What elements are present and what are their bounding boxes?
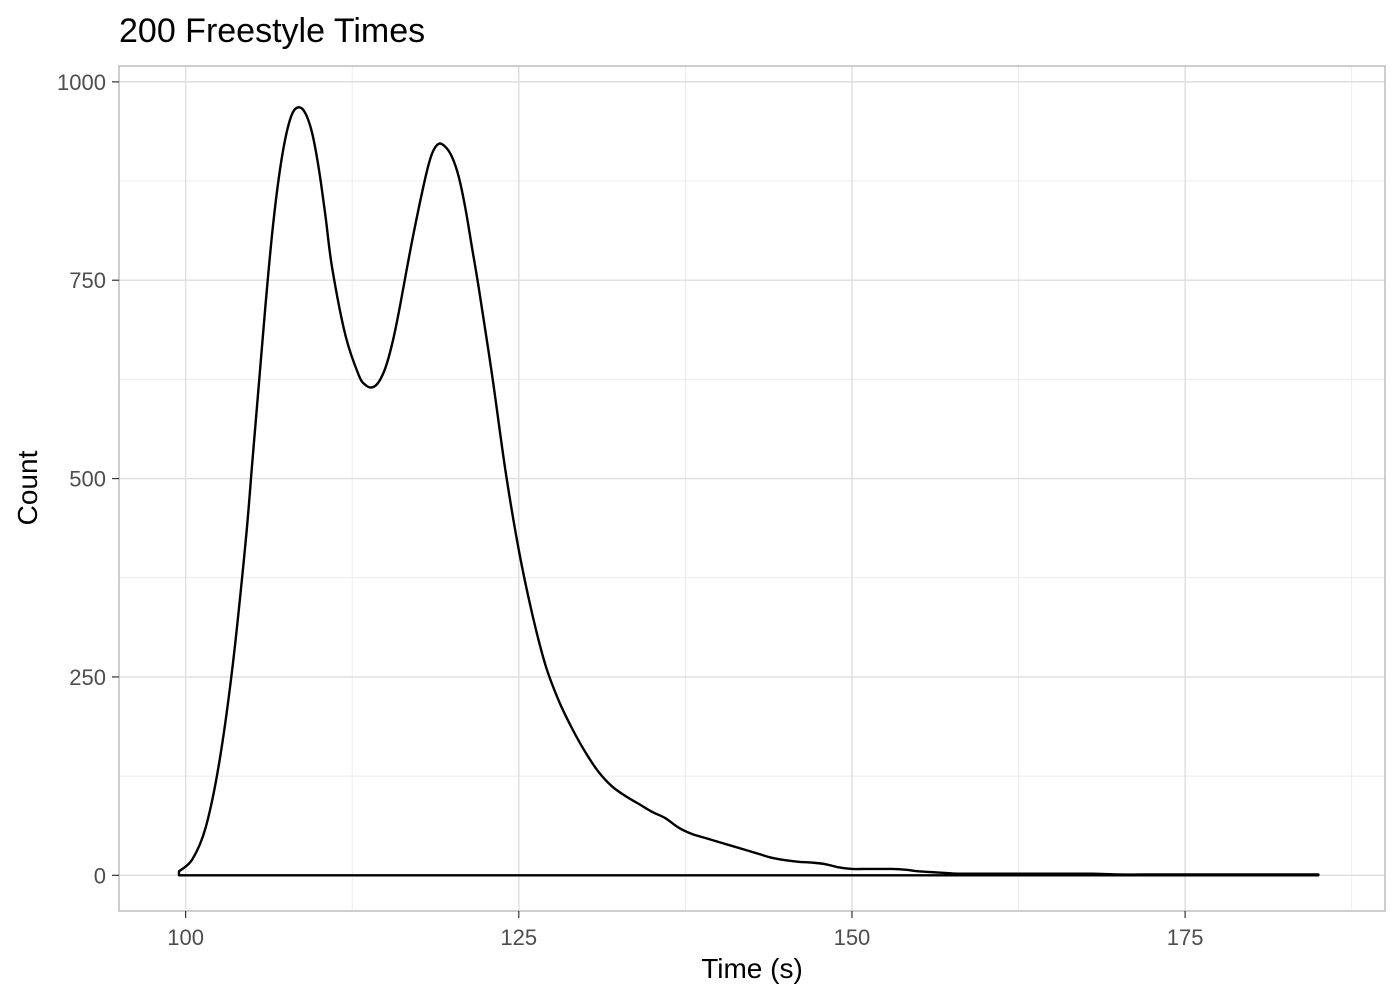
y-axis-title: Count <box>12 450 43 525</box>
density-curve <box>177 106 1320 877</box>
x-axis-ticks: 100 125 150 175 <box>167 911 1203 950</box>
y-tick-label: 250 <box>69 665 106 690</box>
x-tick-label: 175 <box>1167 925 1204 950</box>
x-tick-label: 150 <box>834 925 871 950</box>
y-axis-ticks: 0 250 500 750 1000 <box>57 70 119 888</box>
plot-panel <box>119 66 1385 911</box>
series-layer <box>177 106 1320 877</box>
y-tick-label: 1000 <box>57 70 106 95</box>
y-tick-label: 0 <box>94 863 106 888</box>
minor-grid <box>119 66 1385 911</box>
y-tick-label: 750 <box>69 268 106 293</box>
chart-title: 200 Freestyle Times <box>119 12 425 50</box>
x-tick-label: 100 <box>167 925 204 950</box>
plot-panel-border <box>118 65 1386 912</box>
x-axis-title: Time (s) <box>701 953 803 984</box>
y-tick-label: 500 <box>69 467 106 492</box>
x-tick-label: 125 <box>500 925 537 950</box>
